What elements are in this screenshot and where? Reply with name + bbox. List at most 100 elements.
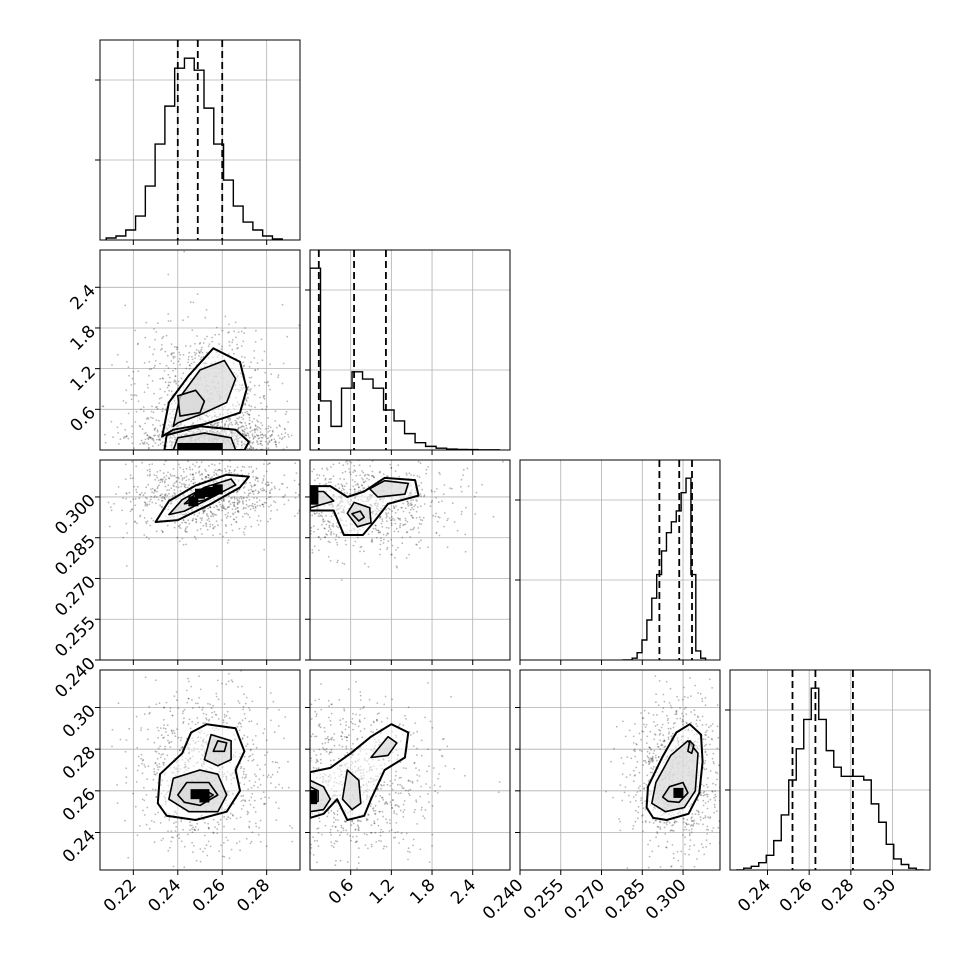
scatter-point bbox=[126, 360, 128, 363]
scatter-point bbox=[248, 720, 251, 723]
scatter-point bbox=[240, 725, 243, 728]
scatter-point bbox=[236, 343, 239, 346]
scatter-point bbox=[187, 697, 190, 700]
scatter-point bbox=[329, 521, 331, 524]
scatter-point bbox=[408, 553, 410, 556]
scatter-point bbox=[370, 540, 373, 542]
scatter-point bbox=[252, 493, 255, 495]
scatter-point bbox=[246, 810, 249, 813]
scatter-point bbox=[181, 746, 184, 748]
scatter-point bbox=[131, 433, 134, 435]
scatter-point bbox=[172, 362, 175, 365]
scatter-point bbox=[158, 766, 161, 768]
scatter-point bbox=[250, 525, 253, 528]
scatter-point bbox=[200, 348, 203, 351]
panel-1-0: 0.61.21.82.4 bbox=[67, 249, 301, 464]
scatter-point bbox=[233, 828, 236, 830]
scatter-point bbox=[262, 505, 265, 508]
scatter-point bbox=[270, 776, 272, 779]
scatter-point bbox=[252, 470, 255, 472]
scatter-point bbox=[395, 505, 397, 507]
scatter-point bbox=[248, 436, 251, 439]
scatter-point bbox=[235, 422, 238, 424]
scatter-point bbox=[284, 432, 287, 434]
scatter-point bbox=[336, 810, 339, 812]
scatter-point bbox=[150, 368, 153, 370]
scatter-point bbox=[460, 513, 463, 516]
scatter-point bbox=[293, 510, 295, 512]
y-tick-label-3-1: 0.26 bbox=[59, 784, 100, 825]
scatter-point bbox=[363, 481, 365, 484]
scatter-point bbox=[171, 456, 173, 458]
scatter-point bbox=[270, 438, 273, 441]
scatter-point bbox=[156, 764, 158, 767]
scatter-point bbox=[229, 812, 232, 815]
scatter-point bbox=[154, 813, 157, 816]
scatter-point bbox=[201, 458, 203, 460]
scatter-point bbox=[227, 539, 230, 542]
scatter-point bbox=[218, 508, 220, 511]
scatter-point bbox=[127, 856, 130, 859]
scatter-point bbox=[223, 462, 225, 464]
scatter-point bbox=[247, 472, 250, 475]
scatter-point bbox=[359, 550, 361, 553]
scatter-point bbox=[138, 825, 141, 827]
scatter-point bbox=[393, 530, 396, 533]
scatter-point bbox=[202, 509, 204, 512]
scatter-point bbox=[212, 526, 215, 529]
scatter-point bbox=[163, 706, 166, 709]
scatter-point bbox=[319, 538, 322, 541]
scatter-point bbox=[207, 702, 209, 705]
scatter-point bbox=[225, 531, 228, 534]
scatter-point bbox=[227, 424, 230, 427]
scatter-point bbox=[462, 468, 465, 471]
scatter-point bbox=[152, 445, 154, 447]
scatter-point bbox=[396, 566, 398, 569]
scatter-point bbox=[164, 409, 167, 411]
scatter-point bbox=[256, 512, 258, 514]
scatter-point bbox=[135, 715, 138, 718]
scatter-point bbox=[431, 500, 434, 502]
scatter-point bbox=[202, 818, 205, 821]
scatter-point bbox=[127, 437, 130, 440]
scatter-point bbox=[173, 430, 176, 433]
scatter-point bbox=[143, 501, 146, 504]
scatter-point bbox=[187, 355, 190, 358]
scatter-point bbox=[264, 754, 266, 757]
scatter-point bbox=[109, 506, 112, 509]
scatter-point bbox=[340, 490, 343, 492]
scatter-point bbox=[269, 554, 271, 556]
scatter-point bbox=[419, 505, 422, 508]
y-tick-label-3-2: 0.28 bbox=[59, 743, 100, 784]
scatter-point bbox=[438, 471, 441, 474]
scatter-point bbox=[136, 746, 139, 749]
scatter-point bbox=[139, 494, 142, 496]
scatter-point bbox=[279, 437, 281, 440]
scatter-point bbox=[307, 480, 309, 482]
scatter-point bbox=[192, 463, 194, 466]
scatter-point bbox=[249, 445, 252, 447]
scatter-point bbox=[390, 553, 393, 556]
scatter-point bbox=[244, 702, 247, 705]
scatter-point bbox=[260, 442, 262, 445]
scatter-point bbox=[215, 425, 218, 428]
scatter-point bbox=[131, 425, 134, 428]
scatter-point bbox=[229, 817, 232, 820]
scatter-point bbox=[178, 525, 181, 528]
scatter-point bbox=[256, 451, 258, 453]
y-tick-label-2-3: 0.285 bbox=[51, 531, 100, 580]
scatter-point bbox=[198, 351, 201, 354]
scatter-point bbox=[182, 353, 185, 356]
scatter-point bbox=[420, 754, 423, 757]
scatter-point bbox=[113, 502, 115, 505]
scatter-point bbox=[268, 511, 270, 513]
scatter-point bbox=[162, 753, 165, 755]
scatter-point bbox=[215, 520, 218, 523]
scatter-point bbox=[217, 823, 220, 826]
scatter-point bbox=[270, 481, 273, 484]
scatter-point bbox=[216, 425, 219, 428]
scatter-point bbox=[294, 462, 297, 465]
scatter-point bbox=[402, 510, 405, 513]
scatter-point bbox=[382, 473, 385, 475]
scatter-point bbox=[272, 500, 275, 503]
